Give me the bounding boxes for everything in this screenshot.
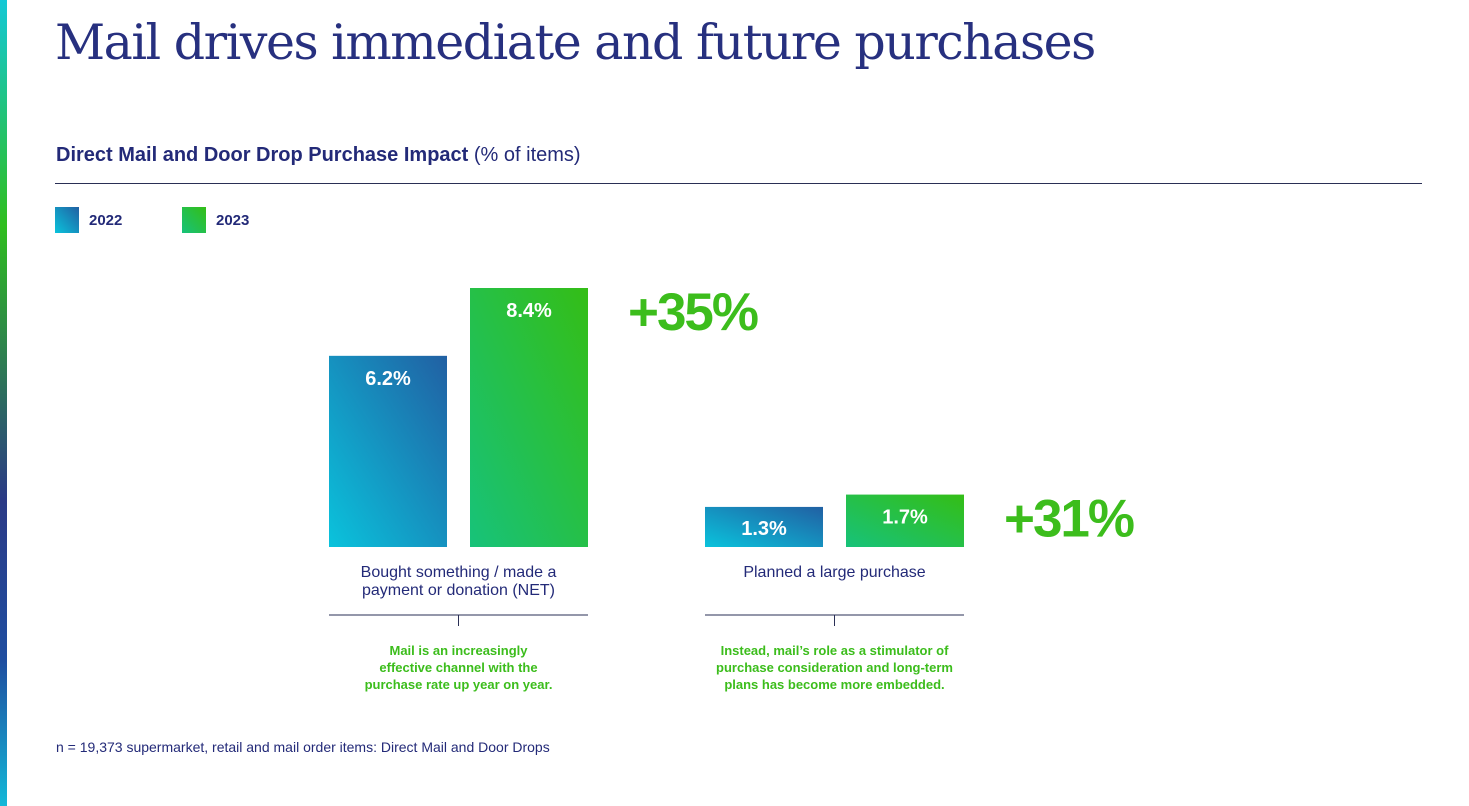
bar-2022-cat1 <box>329 355 447 547</box>
bar-value-label: 8.4% <box>506 300 552 322</box>
insight-note: purchase rate up year on year. <box>365 677 553 692</box>
insight-note: Mail is an increasingly <box>390 643 529 658</box>
bar-value-label: 6.2% <box>365 368 411 390</box>
legend-swatch-2022 <box>55 207 79 233</box>
insight-note: purchase consideration and long-term <box>716 660 953 675</box>
header-divider <box>55 183 1422 184</box>
legend-label-2022: 2022 <box>89 211 123 229</box>
category-label: Planned a large purchase <box>743 564 925 581</box>
insight-note: Instead, mail’s role as a stimulator of <box>721 643 949 658</box>
legend-item-2022: 2022 <box>55 207 122 233</box>
legend-swatch-2023 <box>182 207 206 233</box>
chart-subtitle-main: Direct Mail and Door Drop Purchase Impac… <box>56 144 469 166</box>
footnote: n = 19,373 supermarket, retail and mail … <box>56 739 550 755</box>
chart-subtitle: Direct Mail and Door Drop Purchase Impac… <box>56 144 581 167</box>
page-title: Mail drives immediate and future purchas… <box>55 14 1096 71</box>
bar-2023-cat2 <box>846 494 964 547</box>
bar-2023-cat1 <box>470 288 588 547</box>
bar-value-label: 1.7% <box>882 507 928 529</box>
side-gradient-bar <box>0 0 7 806</box>
insight-note: effective channel with the <box>379 660 537 675</box>
category-label: Bought something / made a <box>361 564 557 581</box>
change-label: +35% <box>628 283 758 342</box>
bar-value-label: 1.3% <box>741 518 787 540</box>
legend-item-2023: 2023 <box>182 207 249 233</box>
insight-note: plans has become more embedded. <box>724 677 944 692</box>
chart-subtitle-unit: (% of items) <box>473 144 581 166</box>
bar-2022-cat2 <box>705 506 823 547</box>
change-label: +31% <box>1004 490 1134 549</box>
legend-label-2023: 2023 <box>216 211 250 229</box>
category-label: payment or donation (NET) <box>362 582 555 599</box>
